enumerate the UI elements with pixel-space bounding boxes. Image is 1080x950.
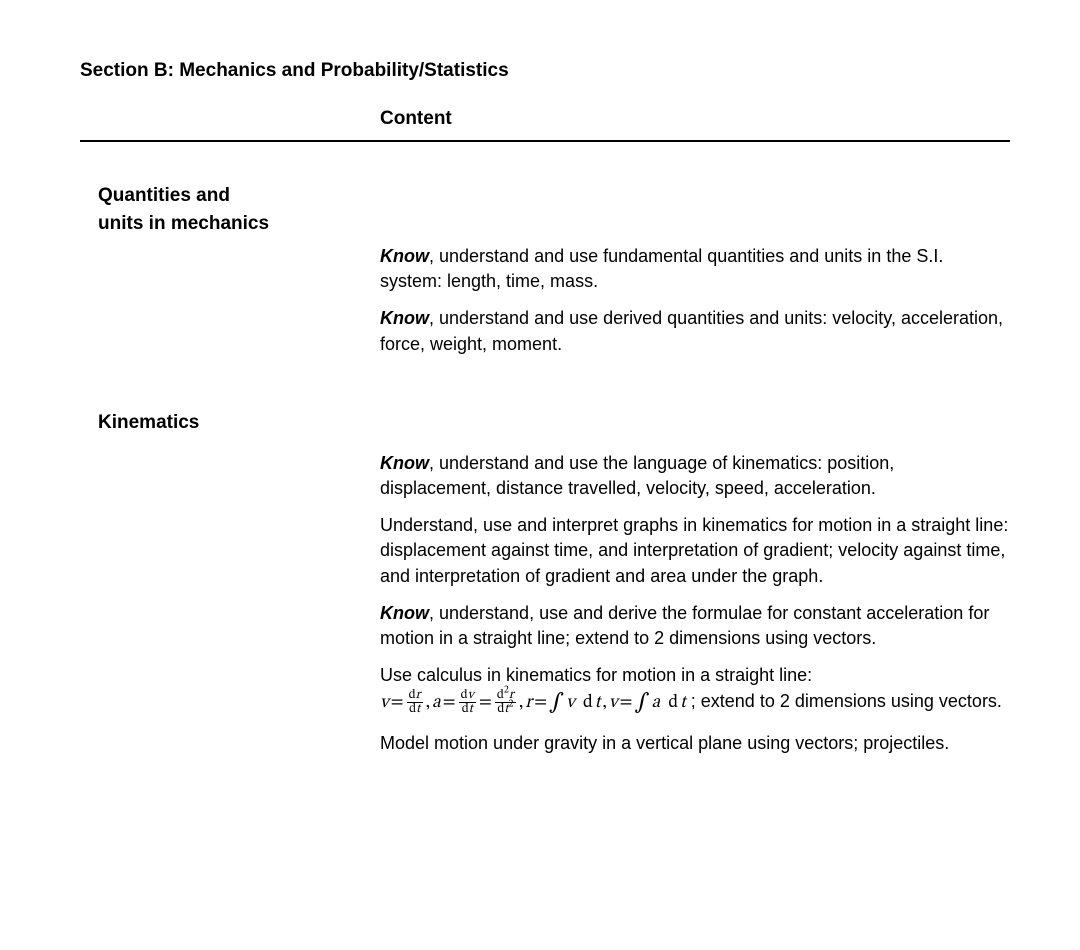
math-eq: =: [619, 691, 632, 716]
math-d: d: [409, 689, 416, 702]
math-sup-2: 2: [508, 700, 513, 710]
paragraph-text: , understand and use the language of kin…: [380, 453, 894, 498]
paragraph: Know, understand and use the language of…: [380, 451, 1010, 501]
paragraph: Understand, use and interpret graphs in …: [380, 513, 1010, 589]
math-var-a: a: [652, 691, 661, 716]
math-var-v: v: [468, 689, 474, 702]
paragraph-text: Understand, use and interpret graphs in …: [380, 515, 1008, 585]
math-var-t: t: [416, 703, 420, 716]
content-spacer: [380, 184, 1010, 244]
page: Section B: Mechanics and Probability/Sta…: [0, 0, 1080, 950]
topic-quantities: Quantities and units in mechanics Know, …: [80, 182, 1010, 369]
know-emphasis: Know: [380, 603, 429, 623]
topic-label-kinematics: Kinematics: [80, 409, 380, 768]
left-spacer: [80, 108, 380, 130]
math-d: d: [668, 691, 678, 716]
math-comma: ,: [519, 691, 523, 716]
paragraph-text: Use calculus in kinematics for motion in…: [380, 665, 812, 685]
paragraph-text: , understand and use fundamental quantit…: [380, 246, 943, 291]
topic-content-kinematics: Know, understand and use the language of…: [380, 409, 1010, 768]
paragraph-text: ; extend to 2 dimensions using vectors.: [686, 691, 1002, 711]
math-comma: ,: [426, 691, 430, 716]
topic-label-quantities: Quantities and units in mechanics: [80, 182, 380, 369]
integral-icon: ∫: [634, 688, 649, 719]
know-emphasis: Know: [380, 453, 429, 473]
math-var-v: v: [566, 691, 575, 716]
math-fraction: d2r dt2: [495, 689, 516, 717]
math-d: d: [583, 691, 593, 716]
math-var-v: v: [609, 691, 618, 716]
section-rule: [80, 140, 1010, 142]
math-comma: ,: [602, 691, 606, 716]
topic-label-line: Kinematics: [98, 412, 199, 433]
math-var-r: r: [525, 691, 532, 716]
math-var-a: a: [432, 691, 441, 716]
topic-label-line: units in mechanics: [98, 213, 269, 234]
paragraph-calculus: Use calculus in kinematics for motion in…: [380, 663, 1010, 719]
paragraph-text: , understand and use derived quantities …: [380, 308, 1003, 353]
know-emphasis: Know: [380, 246, 429, 266]
content-header-row: Content: [80, 108, 1010, 130]
math-eq: =: [443, 691, 456, 716]
math-var-t: t: [595, 691, 601, 716]
math-d: d: [462, 703, 469, 716]
math-fraction: dr dt: [407, 689, 423, 717]
paragraph-text: , understand, use and derive the formula…: [380, 603, 989, 648]
topic-kinematics: Kinematics Know, understand and use the …: [80, 409, 1010, 768]
math-formula-line: v = dr dt , a = dv dt = d2r: [380, 688, 686, 719]
topic-label-line: Quantities and: [98, 185, 230, 206]
math-eq: =: [479, 691, 492, 716]
math-var-v: v: [380, 691, 389, 716]
math-var-r: r: [416, 689, 421, 702]
math-eq: =: [391, 691, 404, 716]
integral-icon: ∫: [549, 688, 564, 719]
math-eq: =: [534, 691, 547, 716]
content-spacer: [380, 411, 1010, 451]
content-heading: Content: [380, 108, 452, 129]
paragraph-text: Model motion under gravity in a vertical…: [380, 733, 949, 753]
paragraph: Know, understand, use and derive the for…: [380, 601, 1010, 651]
topic-content-quantities: Know, understand and use fundamental qua…: [380, 182, 1010, 369]
paragraph: Know, understand and use fundamental qua…: [380, 244, 1010, 294]
paragraph: Know, understand and use derived quantit…: [380, 306, 1010, 356]
paragraph: Model motion under gravity in a vertical…: [380, 731, 1010, 756]
math-d: d: [497, 689, 504, 702]
know-emphasis: Know: [380, 308, 429, 328]
math-var-t: t: [469, 703, 473, 716]
section-title: Section B: Mechanics and Probability/Sta…: [80, 60, 1010, 82]
math-d: d: [461, 689, 468, 702]
math-fraction: dv dt: [459, 689, 476, 717]
